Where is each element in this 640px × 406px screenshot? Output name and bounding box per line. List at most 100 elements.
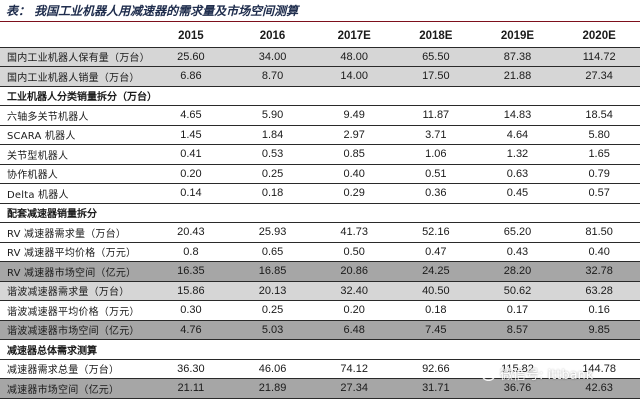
column-header: 2015 [150,25,232,48]
table-cell: 18.54 [558,105,640,126]
table-cell: 46.06 [231,359,314,379]
row-label: 国内工业机器人保有量（万台） [0,47,151,67]
table-cell: 21.89 [231,378,314,399]
table-row: RV 减速器需求量（万台） 20.43 25.93 41.73 52.16 65.20 81… [0,222,640,243]
table-cell: 0.18 [231,183,314,204]
row-label: SCARA 机器人 [0,125,151,145]
table-row: 国内工业机器人销量（万台） 6.86 8.70 14.00 17.50 21.88 27.3… [0,66,640,87]
table-row: 谐波减速器市场空间（亿元） 4.76 5.03 6.48 7.45 8.57 9.85 [0,320,640,340]
row-label: 减速器需求总量（万台） [0,359,151,379]
column-header: 2018E [395,25,477,48]
table-cell: 40.50 [395,281,477,301]
table-cell: 4.65 [150,105,232,126]
table-cell: 0.30 [150,300,232,321]
table-cell: 0.53 [231,144,314,165]
table-cell: 2.97 [313,125,396,145]
table-cell: 0.41 [150,144,232,165]
table-cell: 25.60 [150,47,232,67]
table-cell: 32.78 [558,261,640,282]
table-cell: 1.32 [476,144,559,165]
section-title: 工业机器人分类销量拆分（万台） [0,85,640,106]
table-cell: 0.20 [313,300,396,321]
row-label: RV 减速器市场空间（亿元） [0,261,151,282]
column-header: 2019E [476,25,559,48]
table-cell: 15.86 [150,281,232,301]
table-cell: 0.50 [313,242,396,262]
table-cell: 31.71 [395,378,477,399]
table-cell: 115.82 [476,359,559,379]
table-cell: 1.84 [231,125,314,145]
table-cell: 114.72 [558,47,640,67]
table-cell: 65.20 [476,222,559,243]
section-header-row: 配套减速器销量拆分 [0,202,640,223]
table-cell: 34.00 [231,47,314,67]
table-row: 协作机器人 0.20 0.25 0.40 0.51 0.63 0.79 [0,164,640,184]
table-cell: 27.34 [313,378,396,399]
column-header: 2016 [231,25,314,48]
table-cell: 144.78 [558,359,640,379]
header-corner [0,25,151,48]
table-cell: 65.50 [395,47,477,67]
table-cell: 92.66 [395,359,477,379]
table-cell: 9.49 [313,105,396,126]
table-cell: 27.34 [558,66,640,87]
table-cell: 63.28 [558,281,640,301]
section-title: 减速器总体需求测算 [0,339,640,360]
table-cell: 4.76 [150,320,232,340]
row-label: 协作机器人 [0,164,151,184]
table-cell: 0.63 [476,164,559,184]
table-row: SCARA 机器人 1.45 1.84 2.97 3.71 4.64 5.80 [0,125,640,145]
table-cell: 28.20 [476,261,559,282]
row-label: 国内工业机器人销量（万台） [0,66,151,87]
table-cell: 1.45 [150,125,232,145]
table-cell: 24.25 [395,261,477,282]
table-cell: 41.73 [313,222,396,243]
table-cell: 14.83 [476,105,559,126]
table-cell: 0.65 [231,242,314,262]
row-label: 六轴多关节机器人 [0,105,151,126]
table-cell: 0.79 [558,164,640,184]
table-cell: 36.76 [476,378,559,399]
table-cell: 0.43 [476,242,559,262]
table-cell: 6.86 [150,66,232,87]
table-cell: 50.62 [476,281,559,301]
table-cell: 5.03 [231,320,314,340]
table-row: RV 减速器平均价格（万元） 0.8 0.65 0.50 0.47 0.43 0.40 [0,242,640,262]
table-cell: 8.57 [476,320,559,340]
table-cell: 20.13 [231,281,314,301]
row-label: 谐波减速器平均价格（万元） [0,300,151,321]
table-cell: 25.93 [231,222,314,243]
table-row: 国内工业机器人保有量（万台） 25.60 34.00 48.00 65.50 87.38 1… [0,47,640,67]
table-cell: 7.45 [395,320,477,340]
table-cell: 5.80 [558,125,640,145]
table-cell: 0.40 [558,242,640,262]
row-label: 谐波减速器市场空间（亿元） [0,320,151,340]
table-cell: 21.88 [476,66,559,87]
table-cell: 0.36 [395,183,477,204]
table-cell: 0.51 [395,164,477,184]
table-cell: 0.18 [395,300,477,321]
table-row: 减速器市场空间（亿元） 21.11 21.89 27.34 31.71 36.76 42.6… [0,378,640,399]
section-title: 配套减速器销量拆分 [0,202,640,223]
table-cell: 0.16 [558,300,640,321]
table-cell: 11.87 [395,105,477,126]
caption-rule [0,21,640,22]
table-cell: 0.25 [231,164,314,184]
row-label: 关节型机器人 [0,144,151,165]
table-cell: 8.70 [231,66,314,87]
table-row: 减速器需求总量（万台） 36.30 46.06 74.12 92.66 115.82 144… [0,359,640,379]
table-cell: 0.85 [313,144,396,165]
row-label: Delta 机器人 [0,183,151,204]
section-header-row: 减速器总体需求测算 [0,339,640,360]
table-cell: 0.20 [150,164,232,184]
table-cell: 14.00 [313,66,396,87]
table-cell: 16.35 [150,261,232,282]
table-cell: 0.17 [476,300,559,321]
table-row: 关节型机器人 0.41 0.53 0.85 1.06 1.32 1.65 [0,144,640,165]
table-cell: 9.85 [558,320,640,340]
section-header-row: 工业机器人分类销量拆分（万台） [0,85,640,106]
table-cell: 0.45 [476,183,559,204]
header-row: 2015 2016 2017E 2018E 2019E 2020E [0,25,640,48]
table-cell: 21.11 [150,378,232,399]
table-cell: 0.14 [150,183,232,204]
